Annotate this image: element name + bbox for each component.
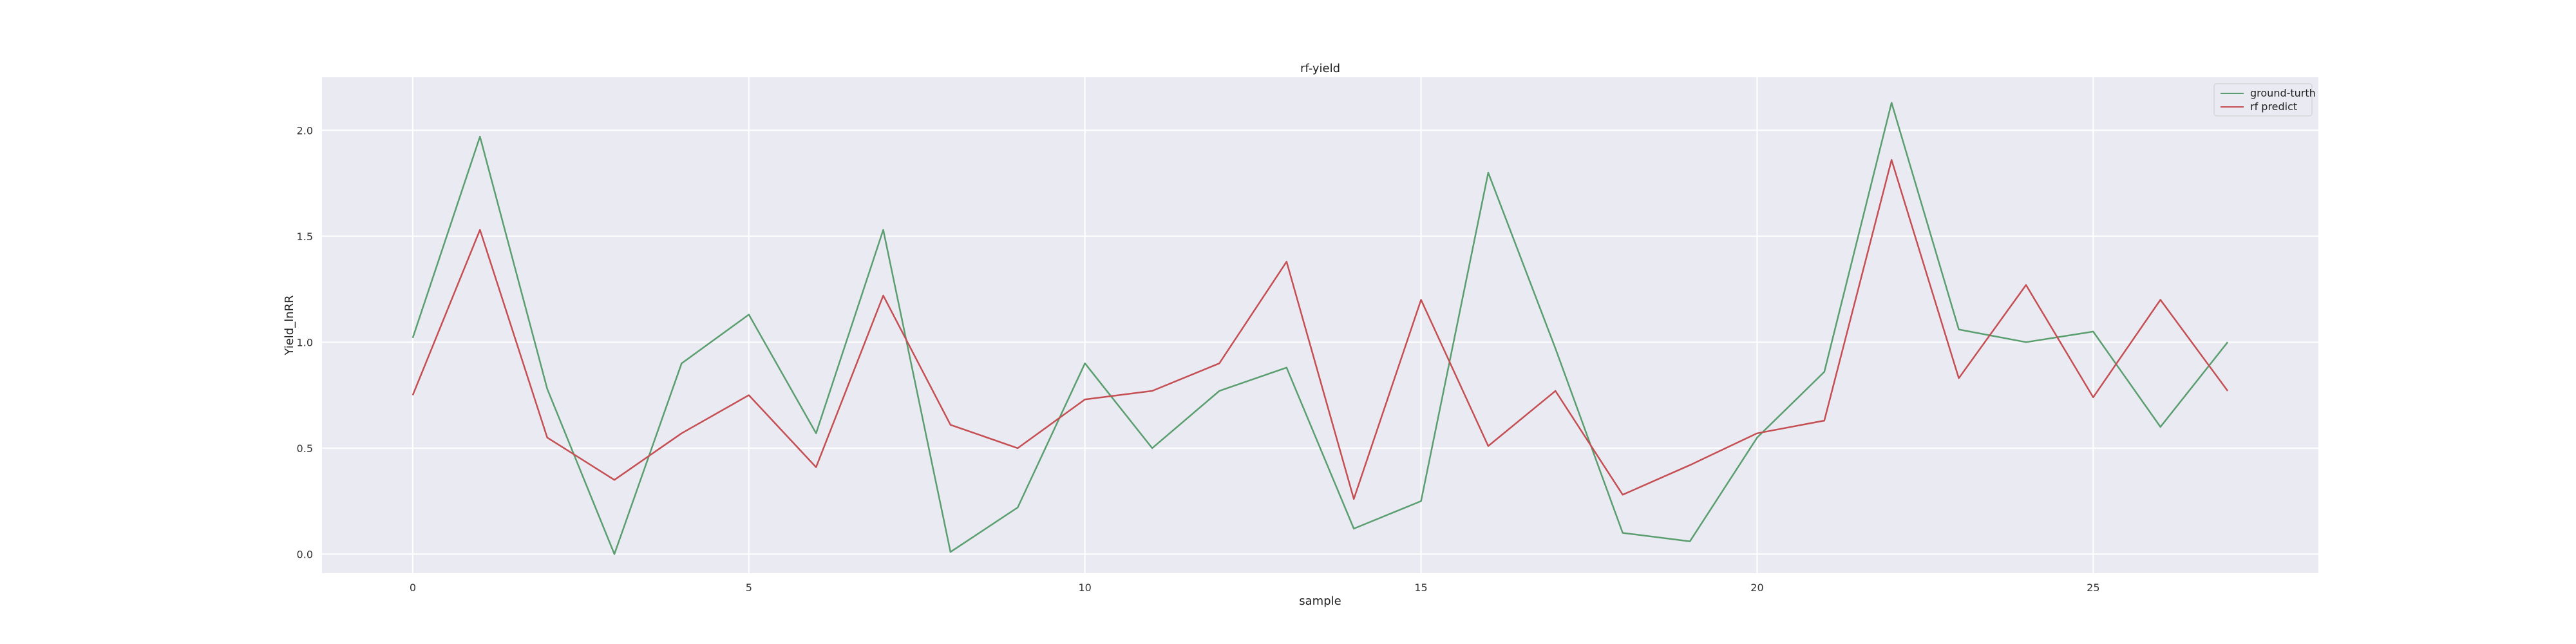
series-layer	[412, 102, 2229, 555]
x-axis-label: sample	[1299, 594, 1341, 608]
legend-label-rf-predict: rf predict	[2250, 100, 2297, 113]
y-tick-labels: 0.0 0.5 1.0 1.5 2.0	[297, 124, 313, 560]
plot-background	[322, 77, 2318, 573]
x-tick-label: 10	[1079, 582, 1092, 594]
series-line-ground-truth	[412, 102, 2229, 555]
x-tick-label: 5	[746, 582, 752, 594]
x-tick-label: 20	[1750, 582, 1763, 594]
x-tick-label: 15	[1414, 582, 1427, 594]
x-tick-label: 25	[2087, 582, 2099, 594]
x-gridlines	[412, 77, 2094, 573]
x-tick-labels: 0 5 10 15 20 25	[410, 582, 2100, 594]
y-tick-label: 0.5	[297, 442, 313, 455]
y-tick-label: 1.5	[297, 231, 313, 243]
series-line-rf-predict	[412, 159, 2229, 500]
y-axis-label: Yield_lnRR	[283, 295, 296, 355]
chart-title: rf-yield	[1300, 62, 1340, 75]
y-tick-label: 2.0	[297, 124, 313, 137]
x-tick-label: 0	[410, 582, 416, 594]
legend-label-ground-truth: ground-turth	[2250, 87, 2316, 99]
legend-box	[2213, 83, 2313, 117]
y-tick-label: 0.0	[297, 548, 313, 560]
y-tick-label: 1.0	[297, 336, 313, 348]
legend: ground-turth rf predict	[2213, 83, 2316, 117]
